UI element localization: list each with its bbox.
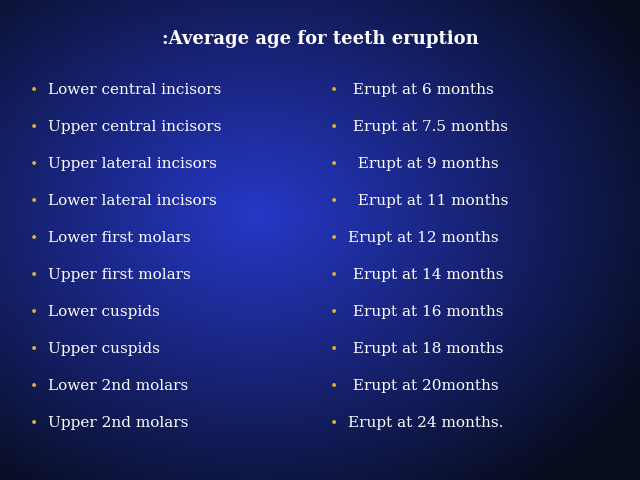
Text: Erupt at 24 months.: Erupt at 24 months.: [348, 416, 504, 430]
Text: •: •: [330, 194, 339, 208]
Text: Lower lateral incisors: Lower lateral incisors: [48, 194, 217, 208]
Text: •: •: [330, 379, 339, 393]
Text: •: •: [30, 379, 38, 393]
Text: •: •: [30, 194, 38, 208]
Text: Upper 2nd molars: Upper 2nd molars: [48, 416, 188, 430]
Text: •: •: [30, 305, 38, 319]
Text: •: •: [330, 305, 339, 319]
Text: Upper lateral incisors: Upper lateral incisors: [48, 157, 217, 171]
Text: Erupt at 12 months: Erupt at 12 months: [348, 231, 499, 245]
Text: •: •: [30, 157, 38, 171]
Text: Erupt at 14 months: Erupt at 14 months: [348, 268, 504, 282]
Text: Lower 2nd molars: Lower 2nd molars: [48, 379, 188, 393]
Text: Erupt at 9 months: Erupt at 9 months: [348, 157, 499, 171]
Text: •: •: [30, 83, 38, 97]
Text: Erupt at 7.5 months: Erupt at 7.5 months: [348, 120, 508, 134]
Text: Erupt at 11 months: Erupt at 11 months: [348, 194, 508, 208]
Text: Erupt at 6 months: Erupt at 6 months: [348, 83, 493, 97]
Text: Upper cuspids: Upper cuspids: [48, 342, 160, 356]
Text: Erupt at 16 months: Erupt at 16 months: [348, 305, 504, 319]
Text: •: •: [330, 342, 339, 356]
Text: •: •: [330, 157, 339, 171]
Text: •: •: [330, 416, 339, 430]
Text: •: •: [30, 342, 38, 356]
Text: •: •: [330, 83, 339, 97]
Text: Erupt at 20months: Erupt at 20months: [348, 379, 499, 393]
Text: Upper first molars: Upper first molars: [48, 268, 191, 282]
Text: Lower first molars: Lower first molars: [48, 231, 191, 245]
Text: •: •: [30, 231, 38, 245]
Text: Upper central incisors: Upper central incisors: [48, 120, 221, 134]
Text: Lower central incisors: Lower central incisors: [48, 83, 221, 97]
Text: •: •: [330, 120, 339, 134]
Text: •: •: [30, 120, 38, 134]
Text: •: •: [330, 231, 339, 245]
Text: •: •: [30, 268, 38, 282]
Text: Lower cuspids: Lower cuspids: [48, 305, 160, 319]
Text: •: •: [330, 268, 339, 282]
Text: •: •: [30, 416, 38, 430]
Text: Erupt at 18 months: Erupt at 18 months: [348, 342, 504, 356]
Text: :Average age for teeth eruption: :Average age for teeth eruption: [162, 30, 478, 48]
